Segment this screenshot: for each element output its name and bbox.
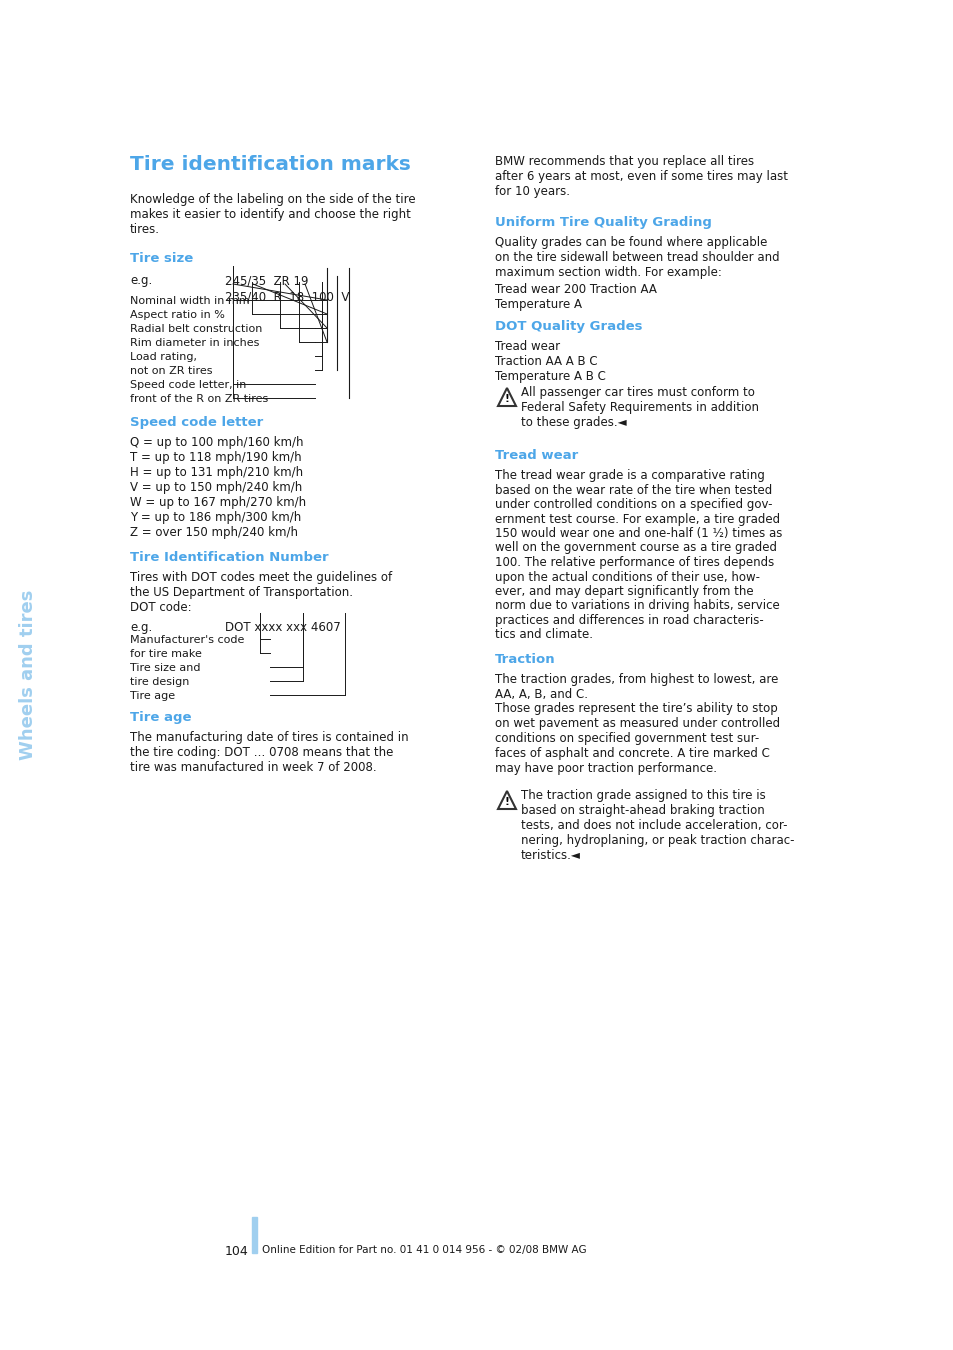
Text: Temperature A: Temperature A [495,298,581,311]
Text: The manufacturing date of tires is contained in: The manufacturing date of tires is conta… [130,730,408,744]
Text: The tread wear grade is a comparative rating: The tread wear grade is a comparative ra… [495,468,764,482]
Text: Q = up to 100 mph/160 km/h: Q = up to 100 mph/160 km/h [130,436,303,450]
Text: may have poor traction performance.: may have poor traction performance. [495,761,717,775]
Text: faces of asphalt and concrete. A tire marked C: faces of asphalt and concrete. A tire ma… [495,747,769,760]
Text: !: ! [504,796,509,807]
Text: Tread wear 200 Traction AA: Tread wear 200 Traction AA [495,284,657,296]
Text: the tire coding: DOT … 0708 means that the: the tire coding: DOT … 0708 means that t… [130,747,393,759]
Text: for 10 years.: for 10 years. [495,185,569,198]
Text: tire design: tire design [130,676,190,687]
Text: e.g.: e.g. [130,274,152,288]
Text: Tire identification marks: Tire identification marks [130,155,411,174]
Bar [252,1216,256,1253]
Text: Rim diameter in inches: Rim diameter in inches [130,338,259,348]
Text: Wheels and tires: Wheels and tires [19,590,37,760]
Text: Quality grades can be found where applicable: Quality grades can be found where applic… [495,236,766,248]
Polygon shape [497,387,516,406]
Text: Tires with DOT codes meet the guidelines of: Tires with DOT codes meet the guidelines… [130,571,392,585]
Text: All passenger car tires must conform to: All passenger car tires must conform to [520,386,754,400]
Text: Tread wear: Tread wear [495,340,559,352]
Text: Z = over 150 mph/240 km/h: Z = over 150 mph/240 km/h [130,526,297,539]
Text: Nominal width in mm: Nominal width in mm [130,296,250,306]
Text: Knowledge of the labeling on the side of the tire: Knowledge of the labeling on the side of… [130,193,416,207]
Text: Uniform Tire Quality Grading: Uniform Tire Quality Grading [495,216,711,230]
Text: maximum section width. For example:: maximum section width. For example: [495,266,721,279]
Text: upon the actual conditions of their use, how-: upon the actual conditions of their use,… [495,571,760,583]
Text: T = up to 118 mph/190 km/h: T = up to 118 mph/190 km/h [130,451,301,464]
Text: Radial belt construction: Radial belt construction [130,324,262,333]
Text: teristics.◄: teristics.◄ [520,849,580,863]
Text: to these grades.◄: to these grades.◄ [520,416,626,429]
Text: practices and differences in road characteris-: practices and differences in road charac… [495,614,763,626]
Text: nering, hydroplaning, or peak traction charac-: nering, hydroplaning, or peak traction c… [520,834,794,846]
Text: tires.: tires. [130,223,160,236]
Text: Tire Identification Number: Tire Identification Number [130,551,328,564]
Text: Y = up to 186 mph/300 km/h: Y = up to 186 mph/300 km/h [130,512,301,524]
Text: The traction grades, from highest to lowest, are: The traction grades, from highest to low… [495,674,778,686]
Text: DOT xxxx xxx 4607: DOT xxxx xxx 4607 [225,621,340,634]
Text: Load rating,: Load rating, [130,352,196,362]
Text: on the tire sidewall between tread shoulder and: on the tire sidewall between tread shoul… [495,251,779,265]
Text: based on the wear rate of the tire when tested: based on the wear rate of the tire when … [495,483,771,497]
Text: Tire age: Tire age [130,691,175,701]
Text: DOT code:: DOT code: [130,601,192,614]
Text: tire was manufactured in week 7 of 2008.: tire was manufactured in week 7 of 2008. [130,761,376,774]
Text: 104: 104 [224,1245,248,1258]
Text: Traction: Traction [495,653,555,666]
Text: ever, and may depart significantly from the: ever, and may depart significantly from … [495,585,753,598]
Text: The traction grade assigned to this tire is: The traction grade assigned to this tire… [520,788,765,802]
Text: on wet pavement as measured under controlled: on wet pavement as measured under contro… [495,717,780,730]
Text: Tire age: Tire age [130,711,192,724]
Text: the US Department of Transportation.: the US Department of Transportation. [130,586,353,599]
Text: e.g.: e.g. [130,621,152,634]
Text: 235/40  R  18  100  V: 235/40 R 18 100 V [225,290,349,302]
Text: front of the R on ZR tires: front of the R on ZR tires [130,394,268,404]
Text: 245/35  ZR 19: 245/35 ZR 19 [225,274,308,288]
Text: Temperature A B C: Temperature A B C [495,370,605,383]
Text: V = up to 150 mph/240 km/h: V = up to 150 mph/240 km/h [130,481,302,494]
Text: not on ZR tires: not on ZR tires [130,366,213,377]
Text: H = up to 131 mph/210 km/h: H = up to 131 mph/210 km/h [130,466,303,479]
Text: norm due to variations in driving habits, service: norm due to variations in driving habits… [495,599,779,613]
Text: Aspect ratio in %: Aspect ratio in % [130,310,225,320]
Text: Traction AA A B C: Traction AA A B C [495,355,597,369]
Text: under controlled conditions on a specified gov-: under controlled conditions on a specifi… [495,498,772,512]
Text: AA, A, B, and C.: AA, A, B, and C. [495,688,587,701]
Text: W = up to 167 mph/270 km/h: W = up to 167 mph/270 km/h [130,495,306,509]
Text: !: ! [504,394,509,404]
Text: Tire size: Tire size [130,252,193,265]
Text: Manufacturer's code: Manufacturer's code [130,634,244,645]
Text: for tire make: for tire make [130,649,202,659]
Text: 100. The relative performance of tires depends: 100. The relative performance of tires d… [495,556,774,568]
Text: DOT Quality Grades: DOT Quality Grades [495,320,641,333]
Text: well on the government course as a tire graded: well on the government course as a tire … [495,541,776,555]
Text: tics and climate.: tics and climate. [495,629,593,641]
Text: after 6 years at most, even if some tires may last: after 6 years at most, even if some tire… [495,170,787,184]
Text: Speed code letter, in: Speed code letter, in [130,379,246,390]
Text: makes it easier to identify and choose the right: makes it easier to identify and choose t… [130,208,411,221]
Text: Those grades represent the tire’s ability to stop: Those grades represent the tire’s abilit… [495,702,777,716]
Text: BMW recommends that you replace all tires: BMW recommends that you replace all tire… [495,155,753,167]
Text: conditions on specified government test sur-: conditions on specified government test … [495,732,759,745]
Polygon shape [497,791,516,809]
Text: ernment test course. For example, a tire graded: ernment test course. For example, a tire… [495,513,780,525]
Text: Online Edition for Part no. 01 41 0 014 956 - © 02/08 BMW AG: Online Edition for Part no. 01 41 0 014 … [262,1245,586,1256]
Text: Tire size and: Tire size and [130,663,200,674]
Text: tests, and does not include acceleration, cor-: tests, and does not include acceleration… [520,819,786,832]
Text: 150 would wear one and one-half (1 ½) times as: 150 would wear one and one-half (1 ½) ti… [495,526,781,540]
Text: Tread wear: Tread wear [495,450,578,462]
Text: Speed code letter: Speed code letter [130,416,263,429]
Text: based on straight-ahead braking traction: based on straight-ahead braking traction [520,805,764,817]
Text: Federal Safety Requirements in addition: Federal Safety Requirements in addition [520,401,759,414]
